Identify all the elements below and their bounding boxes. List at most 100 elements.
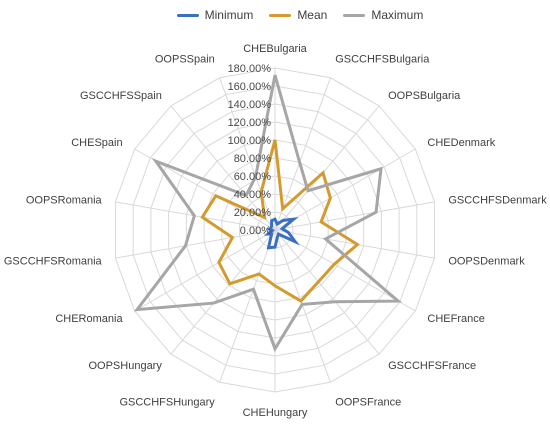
data-point-minimum-14 <box>269 228 271 230</box>
category-label-10: GSCCHFSHungary <box>119 396 215 408</box>
legend-label-mean: Mean <box>297 8 328 22</box>
series-line-mean <box>200 139 360 303</box>
data-point-minimum-3 <box>293 218 295 220</box>
category-label-12: CHERomania <box>55 313 123 325</box>
axis-spoke-2 <box>274 105 380 231</box>
data-point-maximum-12 <box>136 309 138 311</box>
category-label-1: GSCCHFSBulgaria <box>335 54 430 66</box>
data-point-minimum-2 <box>282 219 284 221</box>
data-point-mean-7 <box>317 281 319 283</box>
category-label-2: OOPSBulgaria <box>388 90 461 102</box>
data-point-mean-17 <box>260 191 262 193</box>
radar-series <box>133 74 403 353</box>
data-point-maximum-5 <box>324 238 327 240</box>
axis-spoke-3 <box>274 148 416 231</box>
axis-spoke-4 <box>274 201 435 231</box>
radar-axes <box>115 68 435 392</box>
legend-swatch-mean <box>269 13 292 17</box>
data-point-mean-5 <box>356 243 359 246</box>
data-point-mean-9 <box>274 285 276 287</box>
data-point-mean-2 <box>322 172 324 174</box>
data-point-maximum-15 <box>155 160 157 162</box>
data-point-mean-15 <box>215 195 217 197</box>
category-label-14: OOPSRomania <box>26 194 103 206</box>
data-point-mean-12 <box>218 261 220 263</box>
tick-label-2: 40.00% <box>234 189 272 201</box>
radial-tick-labels: 0.00% 20.00% 40.00% 60.00% 80.00% 100.00% 120.… <box>228 63 272 237</box>
data-point-minimum-0 <box>274 218 276 220</box>
data-point-mean-4 <box>320 221 322 223</box>
data-point-minimum-15 <box>270 227 272 229</box>
data-point-maximum-3 <box>380 168 382 170</box>
category-label-13: GSCCHFSRomania <box>4 256 103 268</box>
data-point-mean-0 <box>274 139 276 141</box>
data-point-maximum-16 <box>245 194 247 197</box>
tick-label-0: 0.00% <box>240 225 271 237</box>
category-label-6: CHEFrance <box>427 313 484 325</box>
tick-label-8: 160.00% <box>228 81 272 93</box>
axis-spoke-12 <box>134 229 276 312</box>
tick-label-6: 120.00% <box>228 117 272 129</box>
data-point-minimum-4 <box>281 228 283 230</box>
data-point-mean-3 <box>329 197 331 199</box>
category-label-17: OOPSSpain <box>155 54 215 66</box>
data-point-maximum-7 <box>334 301 336 303</box>
data-point-mean-10 <box>258 273 260 275</box>
data-point-minimum-5 <box>287 231 289 233</box>
data-point-maximum-6 <box>397 300 399 302</box>
data-point-minimum-17 <box>271 220 273 222</box>
data-point-maximum-1 <box>299 161 301 163</box>
data-point-maximum-4 <box>375 211 377 213</box>
data-point-mean-14 <box>201 216 203 218</box>
category-label-15: CHESpain <box>71 137 122 149</box>
legend-item-maximum: Maximum <box>343 8 423 22</box>
legend-label-minimum: Minimum <box>204 8 254 22</box>
data-point-minimum-6 <box>294 241 296 243</box>
data-point-minimum-1 <box>276 223 278 225</box>
axis-spoke-11 <box>170 229 276 355</box>
data-point-minimum-13 <box>271 229 273 232</box>
data-point-maximum-9 <box>274 348 276 350</box>
data-point-minimum-9 <box>274 246 276 248</box>
category-label-16: GSCCHFSSpain <box>80 90 162 102</box>
tick-label-1: 20.00% <box>234 207 272 219</box>
tick-label-3: 60.00% <box>234 171 272 183</box>
chart-legend: Minimum Mean Maximum <box>150 6 450 24</box>
legend-swatch-minimum <box>176 13 199 17</box>
tick-label-9: 180.00% <box>228 63 272 75</box>
data-point-maximum-14 <box>193 215 195 217</box>
legend-item-mean: Mean <box>269 8 327 22</box>
tick-label-5: 100.00% <box>228 135 272 147</box>
data-point-mean-16 <box>263 216 266 219</box>
category-label-8: OOPSFrance <box>335 396 401 408</box>
category-labels: CHEBulgaria GSCCHFSBulgaria OOPSBulgaria CH… <box>4 43 547 419</box>
legend-swatch-maximum <box>343 13 366 17</box>
axis-spoke-16 <box>170 105 276 231</box>
data-point-maximum-10 <box>252 288 255 290</box>
data-point-mean-6 <box>333 263 335 265</box>
data-point-minimum-10 <box>267 247 270 249</box>
category-label-3: CHEDenmark <box>427 137 495 149</box>
axis-spoke-13 <box>115 229 276 259</box>
category-label-0: CHEBulgaria <box>243 43 307 55</box>
data-point-maximum-2 <box>307 190 309 192</box>
axis-spoke-1 <box>274 77 331 231</box>
category-label-5: OOPSDenmark <box>448 256 525 268</box>
tick-label-7: 140.00% <box>228 99 272 111</box>
legend-item-minimum: Minimum <box>176 8 254 22</box>
data-point-minimum-16 <box>270 225 273 227</box>
data-point-maximum-17 <box>255 176 257 178</box>
axis-spoke-7 <box>274 229 380 355</box>
axis-spoke-10 <box>219 229 276 383</box>
data-point-mean-11 <box>229 283 231 285</box>
data-point-minimum-8 <box>276 236 279 238</box>
category-label-4: GSCCHFSDenmark <box>448 194 547 206</box>
data-point-maximum-8 <box>301 303 303 306</box>
data-point-minimum-7 <box>277 233 280 235</box>
data-point-minimum-12 <box>267 233 269 235</box>
data-point-mean-1 <box>282 208 284 210</box>
data-point-minimum-11 <box>270 233 273 235</box>
tick-label-4: 80.00% <box>234 153 272 165</box>
